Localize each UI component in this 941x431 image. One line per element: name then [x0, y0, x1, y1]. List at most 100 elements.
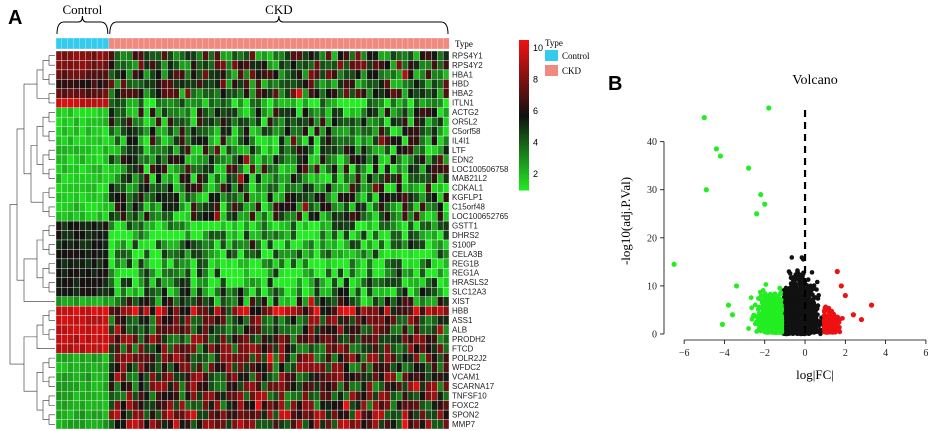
- heatmap-cell: [184, 381, 192, 392]
- heatmap-cell: [143, 315, 151, 326]
- heatmap-cell: [325, 419, 332, 430]
- heatmap-cell: [126, 164, 133, 175]
- heatmap-cell: [302, 249, 309, 260]
- heatmap-cell: [173, 154, 180, 165]
- heatmap-cell: [390, 277, 397, 288]
- heatmap-cell: [278, 173, 285, 184]
- heatmap-cell: [73, 50, 80, 61]
- heatmap-cell: [331, 220, 338, 231]
- heatmap-cell: [202, 79, 209, 89]
- annotation-cell: [349, 37, 356, 50]
- heatmap-cell: [372, 126, 379, 137]
- heatmap-cell: [237, 239, 244, 250]
- heatmap-cell: [155, 268, 162, 278]
- heatmap-cell: [366, 145, 373, 156]
- heatmap-cell: [343, 79, 350, 89]
- heatmap-cell: [143, 353, 151, 364]
- heatmap-cell: [67, 381, 74, 392]
- heatmap-cell: [108, 154, 115, 165]
- heatmap-cell: [237, 362, 244, 373]
- heatmap-cell: [173, 419, 180, 430]
- heatmap-cell: [384, 230, 391, 241]
- gene-label: ITLN1: [452, 99, 474, 108]
- heatmap-cell: [155, 353, 162, 364]
- gene-label: HBA2: [452, 89, 473, 98]
- heatmap-cell: [132, 202, 139, 212]
- heatmap-cell: [372, 268, 379, 278]
- heatmap-cell: [208, 211, 215, 222]
- heatmap-cell: [96, 334, 104, 345]
- heatmap-cell: [431, 391, 438, 401]
- heatmap-cell: [143, 116, 151, 127]
- heatmap-cell: [425, 239, 432, 250]
- heatmap-cell: [91, 88, 98, 99]
- heatmap-cell: [102, 343, 109, 354]
- heatmap-cell: [55, 372, 63, 382]
- heatmap-cell: [220, 315, 227, 326]
- heatmap-cell: [190, 324, 197, 335]
- heatmap-cell: [337, 173, 344, 184]
- heatmap-cell: [401, 220, 409, 231]
- heatmap-cell: [96, 107, 104, 118]
- heatmap-cell: [313, 79, 321, 89]
- heatmap-cell: [196, 419, 203, 430]
- heatmap-cell: [220, 145, 227, 156]
- heatmap-cell: [413, 324, 420, 335]
- heatmap-cell: [184, 249, 192, 260]
- heatmap-cell: [114, 126, 121, 137]
- heatmap-cell: [225, 372, 233, 382]
- heatmap-cell: [155, 296, 162, 307]
- heatmap-cell: [237, 98, 244, 108]
- heatmap-cell: [149, 173, 156, 184]
- heatmap-cell: [290, 362, 297, 373]
- heatmap-cell: [208, 69, 215, 80]
- heatmap-cell: [132, 400, 139, 411]
- heatmap-cell: [61, 315, 68, 326]
- colorbar-segment: [519, 50, 529, 53]
- annotation-cell: [85, 37, 92, 50]
- heatmap-cell: [220, 277, 227, 288]
- gene-label: CDKAL1: [452, 184, 484, 193]
- colorbar-segment: [519, 137, 529, 141]
- heatmap-cell: [261, 315, 268, 326]
- heatmap-cell: [79, 69, 86, 80]
- heatmap-cell: [407, 126, 414, 137]
- heatmap-cell: [55, 202, 63, 212]
- heatmap-cell: [55, 296, 63, 307]
- heatmap-cell: [155, 343, 162, 354]
- heatmap-cell: [184, 362, 192, 373]
- heatmap-cell: [214, 192, 221, 203]
- heatmap-cell: [208, 409, 215, 420]
- heatmap-cell: [149, 324, 156, 335]
- heatmap-cell: [190, 287, 197, 297]
- heatmap-cell: [401, 60, 409, 71]
- heatmap-cell: [313, 324, 321, 335]
- heatmap-cell: [278, 315, 285, 326]
- heatmap-cell: [419, 107, 426, 118]
- heatmap-cell: [396, 230, 403, 241]
- heatmap-cell: [196, 79, 203, 89]
- heatmap-cell: [255, 258, 262, 269]
- heatmap-cell: [354, 353, 362, 364]
- heatmap-cell: [231, 192, 239, 203]
- heatmap-cell: [114, 230, 121, 241]
- legend-swatch-control: [545, 50, 558, 61]
- heatmap-cell: [231, 173, 239, 184]
- heatmap-cell: [442, 116, 450, 127]
- heatmap-cell: [196, 107, 203, 118]
- gene-label: DHRS2: [452, 231, 480, 240]
- heatmap-cell: [161, 353, 168, 364]
- heatmap-cell: [108, 381, 115, 392]
- heatmap-cell: [349, 287, 356, 297]
- heatmap-cell: [325, 305, 332, 316]
- heatmap-cell: [378, 211, 385, 222]
- heatmap-cell: [220, 50, 227, 61]
- heatmap-cell: [91, 107, 98, 118]
- heatmap-cell: [272, 277, 280, 288]
- heatmap-cell: [325, 164, 332, 175]
- colorbar-segment: [519, 107, 529, 111]
- heatmap-cell: [325, 116, 332, 127]
- heatmap-cell: [179, 164, 186, 175]
- heatmap-cell: [73, 154, 80, 165]
- heatmap-cell: [390, 419, 397, 430]
